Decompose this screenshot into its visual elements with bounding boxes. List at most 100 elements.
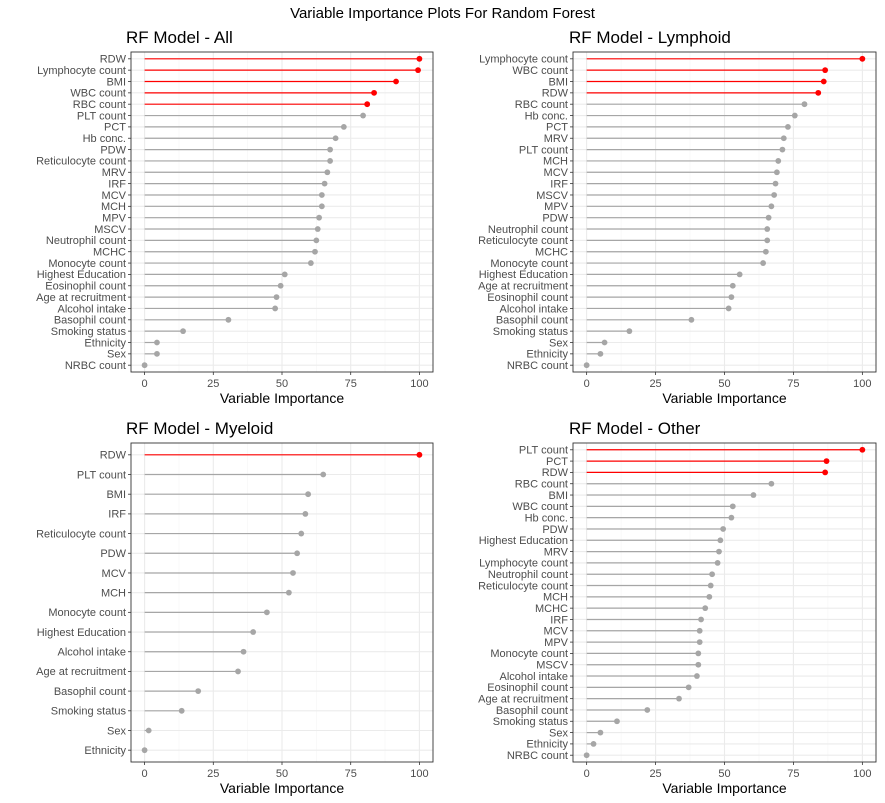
category-label: Eosinophil count bbox=[487, 292, 568, 304]
category-label: Lymphocyte count bbox=[479, 54, 568, 66]
lollipop-point bbox=[714, 560, 721, 566]
panel-3: RDW PLT count BMI IRF Reticulocyte count PDW M… bbox=[36, 419, 434, 796]
category-label: Smoking status bbox=[493, 326, 569, 338]
panel-title: RF Model - Other bbox=[569, 419, 701, 438]
lollipop-point bbox=[318, 192, 325, 198]
lollipop-point bbox=[685, 684, 692, 691]
category-label: PLT count bbox=[77, 469, 126, 481]
lollipop-point bbox=[312, 248, 318, 255]
lollipop-point bbox=[725, 305, 732, 312]
lollipop-point bbox=[415, 67, 421, 74]
lollipop-point bbox=[702, 605, 709, 612]
category-label: Highest Education bbox=[37, 627, 126, 639]
lollipop-point bbox=[859, 446, 866, 453]
lollipop-point bbox=[779, 146, 786, 153]
category-label: PDW bbox=[100, 548, 126, 560]
lollipop-point bbox=[272, 305, 279, 312]
category-label: Basophil count bbox=[496, 315, 568, 327]
lollipop-point bbox=[154, 339, 160, 346]
lollipop-point bbox=[717, 537, 724, 544]
x-tick-label: 100 bbox=[410, 378, 428, 390]
x-tick-label: 25 bbox=[207, 768, 219, 780]
category-label: RBC count bbox=[515, 479, 568, 491]
category-label: Alcohol intake bbox=[500, 303, 569, 315]
lollipop-point bbox=[720, 526, 727, 532]
lollipop-point bbox=[416, 451, 423, 458]
category-label: MCHC bbox=[535, 247, 568, 259]
category-label: PDW bbox=[542, 524, 568, 536]
lollipop-point bbox=[597, 350, 604, 357]
category-label: MPV bbox=[544, 201, 569, 213]
category-label: NRBC count bbox=[507, 360, 568, 372]
lollipop-point bbox=[235, 668, 241, 675]
category-label: PCT bbox=[104, 122, 126, 134]
category-label: Age at recruitment bbox=[36, 292, 126, 304]
lollipop-point bbox=[332, 135, 339, 142]
category-label: BMI bbox=[106, 76, 126, 88]
lollipop-point bbox=[302, 510, 309, 517]
x-tick-label: 75 bbox=[345, 768, 357, 780]
category-label: Monocyte count bbox=[48, 607, 126, 619]
x-tick-label: 0 bbox=[584, 768, 590, 780]
category-label: MRV bbox=[544, 133, 569, 145]
lollipop-point bbox=[859, 55, 866, 62]
category-label: MRV bbox=[102, 167, 127, 179]
lollipop-point bbox=[736, 271, 743, 278]
lollipop-point bbox=[764, 237, 771, 244]
lollipop-point bbox=[709, 571, 715, 578]
lollipop-point bbox=[601, 339, 608, 346]
lollipop-point bbox=[360, 112, 366, 119]
category-label: PCT bbox=[546, 122, 568, 134]
x-tick-label: 100 bbox=[853, 378, 871, 390]
lollipop-point bbox=[614, 718, 620, 725]
lollipop-point bbox=[277, 282, 284, 289]
category-label: MCV bbox=[102, 190, 127, 202]
lollipop-point bbox=[285, 589, 292, 596]
category-label: MCV bbox=[544, 626, 569, 638]
category-label: Ethnicity bbox=[84, 745, 126, 757]
category-label: Neutrophil count bbox=[46, 235, 126, 247]
category-label: Monocyte count bbox=[490, 258, 568, 270]
category-label: PLT count bbox=[519, 445, 568, 457]
category-label: Sex bbox=[549, 337, 568, 349]
lollipop-point bbox=[316, 214, 323, 221]
lollipop-point bbox=[729, 503, 736, 510]
lollipop-point bbox=[154, 350, 160, 357]
category-label: Alcohol intake bbox=[58, 303, 127, 315]
lollipop-point bbox=[760, 260, 767, 266]
lollipop-point bbox=[583, 752, 590, 759]
category-label: Lymphocyte count bbox=[37, 65, 126, 77]
lollipop-point bbox=[324, 169, 331, 176]
lollipop-point bbox=[801, 101, 808, 108]
x-axis-label: Variable Importance bbox=[662, 780, 786, 796]
lollipop-point bbox=[768, 480, 775, 487]
lollipop-point bbox=[791, 112, 798, 119]
lollipop-point bbox=[772, 180, 779, 187]
category-label: Reticulocyte count bbox=[36, 156, 126, 168]
lollipop-point bbox=[371, 89, 377, 96]
lollipop-point bbox=[728, 294, 735, 301]
lollipop-point bbox=[240, 648, 247, 655]
lollipop-point bbox=[225, 316, 232, 323]
lollipop-point bbox=[815, 89, 822, 96]
category-label: RBC count bbox=[73, 99, 126, 111]
lollipop-point bbox=[318, 203, 325, 210]
lollipop-point bbox=[294, 550, 301, 557]
category-label: Neutrophil count bbox=[488, 569, 568, 581]
category-label: Age at recruitment bbox=[478, 281, 568, 293]
x-tick-label: 0 bbox=[584, 378, 590, 390]
category-label: Basophil count bbox=[54, 686, 126, 698]
category-label: Sex bbox=[107, 349, 126, 361]
category-label: PCT bbox=[546, 456, 568, 468]
lollipop-point bbox=[785, 123, 791, 130]
lollipop-point bbox=[626, 328, 633, 335]
category-label: RDW bbox=[100, 450, 127, 462]
lollipop-point bbox=[695, 661, 702, 668]
category-label: BMI bbox=[548, 76, 568, 88]
category-label: Reticulocyte count bbox=[36, 528, 126, 540]
lollipop-point bbox=[250, 629, 257, 635]
category-label: MCV bbox=[102, 568, 127, 580]
x-tick-label: 50 bbox=[718, 378, 730, 390]
lollipop-point bbox=[597, 729, 604, 736]
category-label: IRF bbox=[550, 178, 568, 190]
